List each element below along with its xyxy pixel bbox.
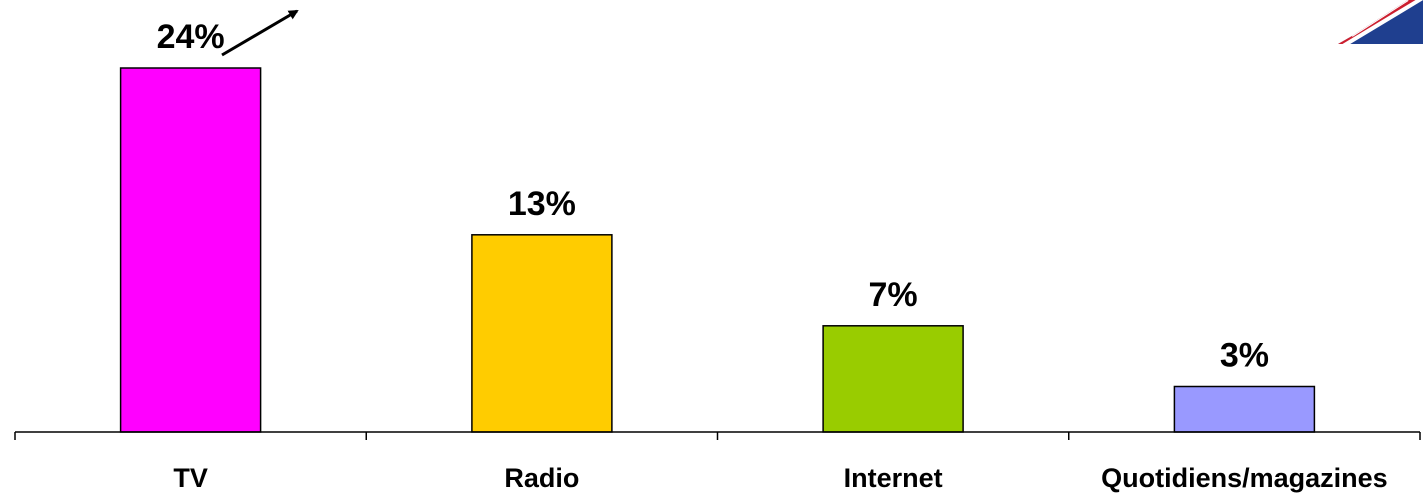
increase-arrow-icon bbox=[221, 9, 299, 57]
category-label: Quotidiens/magazines bbox=[1101, 463, 1388, 493]
data-labels: 24% TV 13% Radio 7% Internet 3% Quotidiens/maga… bbox=[157, 18, 1388, 493]
category-label: Internet bbox=[844, 463, 943, 493]
bar-quotidiens-magazines bbox=[1173, 385, 1316, 433]
bar-tv bbox=[119, 67, 262, 433]
data-label: 3% bbox=[1220, 337, 1269, 375]
data-label: 13% bbox=[508, 185, 576, 223]
uk-flag-icon bbox=[1338, 0, 1423, 44]
bar-internet bbox=[822, 325, 964, 433]
bars-layer bbox=[119, 67, 1316, 433]
data-label: 7% bbox=[869, 276, 918, 314]
x-axis bbox=[14, 431, 1421, 440]
data-label: 24% bbox=[157, 18, 225, 56]
bar-radio bbox=[471, 234, 613, 433]
category-label: Radio bbox=[504, 463, 579, 493]
category-label: TV bbox=[173, 463, 208, 493]
